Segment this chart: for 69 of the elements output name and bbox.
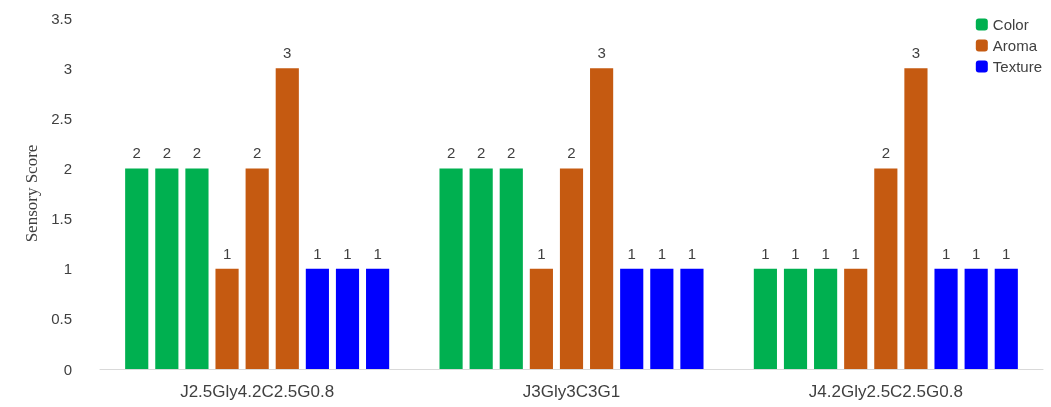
data-label: 2 (507, 144, 516, 162)
bar (934, 268, 958, 369)
data-label: 3 (911, 44, 921, 62)
y-tick-label: 3 (63, 59, 72, 77)
y-tick-label: 0.5 (51, 310, 72, 328)
data-label: 1 (313, 244, 322, 262)
bar (305, 268, 329, 369)
data-label: 1 (657, 244, 666, 262)
data-label: 1 (537, 244, 546, 262)
data-label: 3 (283, 44, 292, 62)
bar (964, 268, 988, 369)
legend-label: Aroma (992, 37, 1038, 54)
bar (499, 168, 523, 369)
data-label: 2 (477, 144, 486, 162)
bar (680, 268, 704, 369)
data-label: 1 (627, 244, 636, 262)
x-tick-label: J4.2Gly2.5C2.5G0.8 (808, 382, 963, 401)
y-tick-label: 1 (63, 260, 72, 278)
bar (904, 68, 928, 369)
x-tick-label: J2.5Gly4.2C2.5G0.8 (180, 382, 335, 401)
data-label: 2 (881, 144, 891, 162)
bar (245, 168, 269, 369)
data-label: 1 (821, 244, 830, 262)
bar (994, 268, 1018, 369)
bar (814, 268, 838, 369)
data-label: 1 (373, 244, 382, 262)
data-label: 2 (192, 144, 202, 162)
bar (185, 168, 209, 369)
data-label: 1 (941, 244, 951, 262)
legend-label: Texture (992, 58, 1043, 75)
bar (874, 168, 898, 369)
bar (529, 268, 553, 369)
data-label: 1 (791, 244, 800, 262)
bar (215, 268, 239, 369)
data-label: 1 (343, 244, 352, 262)
data-label: 2 (567, 144, 576, 162)
bar (590, 68, 614, 369)
data-label: 2 (162, 144, 172, 162)
bar (275, 68, 299, 369)
data-label: 3 (597, 44, 606, 62)
bar (753, 268, 777, 369)
bar (335, 268, 360, 369)
bar (155, 168, 179, 369)
data-label: 1 (851, 244, 860, 262)
x-tick-label: J3Gly3C3G1 (522, 382, 621, 401)
y-tick-label: 1.5 (51, 210, 72, 228)
data-label: 1 (1002, 244, 1011, 262)
bar (366, 268, 390, 369)
data-label: 2 (446, 144, 456, 162)
bar (125, 168, 149, 369)
y-tick-label: 0 (63, 360, 72, 378)
bar (469, 168, 493, 369)
y-tick-label: 2.5 (51, 109, 72, 127)
bar (559, 168, 584, 369)
data-label: 2 (132, 144, 141, 162)
bar (783, 268, 808, 369)
data-label: 1 (222, 244, 232, 262)
data-label: 1 (971, 244, 981, 262)
y-tick-label: 2 (63, 159, 72, 177)
y-tick-label: 3.5 (51, 9, 72, 27)
legend-label: Color (992, 16, 1029, 33)
bar (650, 268, 674, 369)
bar (439, 168, 463, 369)
bar (844, 268, 868, 369)
data-label: 1 (687, 244, 697, 262)
bar (620, 268, 644, 369)
y-axis-title: Sensory Score (22, 144, 41, 243)
data-label: 1 (761, 244, 770, 262)
data-label: 2 (252, 144, 262, 162)
